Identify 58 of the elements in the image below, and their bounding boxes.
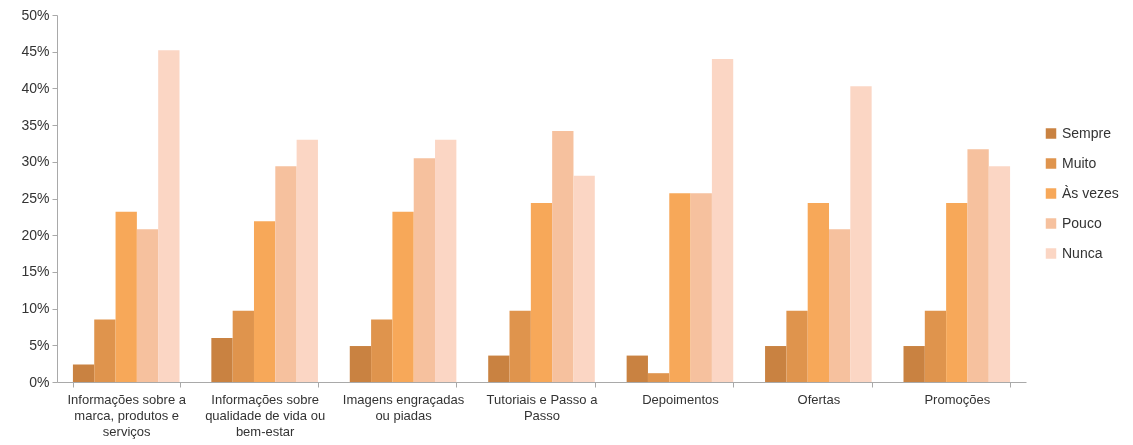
y-tick-label: 30% bbox=[21, 153, 50, 170]
bar bbox=[924, 310, 947, 382]
legend-label: Pouco bbox=[1062, 214, 1102, 231]
y-tick-label: 40% bbox=[21, 79, 50, 96]
y-tick-label: 15% bbox=[21, 263, 50, 280]
bar bbox=[94, 319, 116, 382]
bar bbox=[211, 337, 233, 382]
bar bbox=[903, 346, 925, 382]
legend-label: Muito bbox=[1062, 154, 1097, 171]
bar bbox=[786, 310, 808, 382]
bar bbox=[435, 139, 457, 382]
y-tick-label: 35% bbox=[21, 116, 50, 133]
x-tick-label: Informações sobre a marca, produtos e serviços bbox=[67, 391, 187, 439]
x-tick-label: Depoimentos bbox=[642, 391, 720, 407]
bar bbox=[72, 364, 95, 382]
bar bbox=[253, 221, 276, 382]
bar bbox=[690, 193, 712, 382]
bar bbox=[967, 149, 989, 382]
bar bbox=[807, 202, 830, 382]
bar bbox=[296, 139, 318, 382]
bar bbox=[626, 355, 648, 382]
bar bbox=[946, 202, 968, 382]
bar bbox=[647, 373, 670, 382]
y-tick-label: 45% bbox=[21, 43, 50, 60]
bar bbox=[488, 355, 510, 382]
bar bbox=[349, 346, 372, 382]
legend-label: Nunca bbox=[1062, 244, 1103, 261]
x-tick-label: Ofertas bbox=[797, 391, 841, 407]
bar bbox=[850, 86, 872, 382]
y-tick-label: 25% bbox=[21, 190, 50, 206]
bar bbox=[669, 193, 691, 382]
y-tick-label: 50% bbox=[21, 6, 50, 23]
y-tick-label: 20% bbox=[21, 226, 50, 243]
x-tick-label: Imagens engraçadas ou piadas bbox=[342, 391, 465, 423]
bar bbox=[573, 175, 595, 382]
bar bbox=[115, 211, 137, 382]
bar bbox=[829, 229, 851, 382]
bar bbox=[509, 310, 531, 382]
x-tick-label: Promoções bbox=[924, 391, 991, 407]
bar bbox=[392, 211, 414, 382]
y-tick-label: 10% bbox=[21, 300, 50, 317]
bar bbox=[988, 166, 1011, 382]
y-tick-label: 0% bbox=[29, 373, 50, 390]
bar bbox=[158, 50, 180, 382]
bar bbox=[530, 202, 553, 382]
bar bbox=[552, 130, 574, 382]
bar bbox=[371, 319, 393, 382]
y-tick-label: 5% bbox=[29, 336, 50, 353]
legend-label: Às vezes bbox=[1062, 184, 1119, 201]
bar bbox=[765, 346, 787, 382]
bar bbox=[275, 166, 297, 382]
x-tick-label: Tutoriais e Passo a Passo bbox=[486, 391, 599, 423]
bar bbox=[136, 229, 159, 382]
bar bbox=[711, 59, 734, 382]
x-tick-label: Informações sobre qualidade de vida ou bem-estar bbox=[205, 391, 326, 439]
bar bbox=[232, 310, 254, 382]
legend-label: Sempre bbox=[1062, 124, 1112, 141]
bar bbox=[413, 158, 436, 382]
